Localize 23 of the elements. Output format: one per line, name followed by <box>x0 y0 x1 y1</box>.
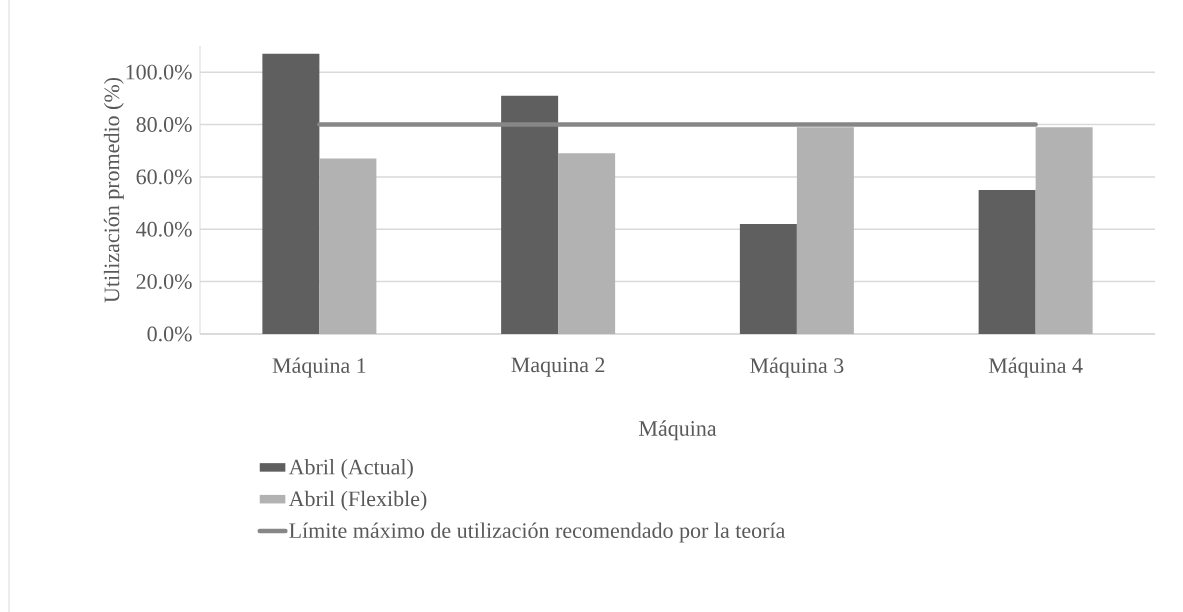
y-axis-title: Utilización promedio (%) <box>103 77 124 303</box>
bar <box>262 53 320 334</box>
y-tick-label: 20.0% <box>136 274 192 290</box>
legend-label: Abril (Actual) <box>288 459 413 479</box>
y-tick-label: 40.0% <box>136 221 192 237</box>
x-tick-label: Máquina 1 <box>272 357 366 378</box>
bar <box>978 189 1036 334</box>
bar <box>558 153 616 334</box>
x-axis-title: Máquina <box>639 420 717 441</box>
y-tick-label: 0.0% <box>147 326 192 342</box>
legend-label: Límite máximo de utilización recomendado por la teoría <box>289 522 786 543</box>
bar <box>319 158 377 334</box>
y-tick-label: 100.0% <box>126 64 192 80</box>
bar <box>739 224 797 334</box>
x-tick-label: Máquina 3 <box>750 357 844 378</box>
x-tick-label: Máquina 4 <box>988 357 1083 378</box>
legend-label: Abril (Flexible) <box>288 490 427 511</box>
x-tick-label: Maquina 2 <box>511 357 605 377</box>
bar <box>501 95 559 334</box>
bar <box>796 127 854 334</box>
bar <box>1035 127 1093 334</box>
y-tick-label: 80.0% <box>136 117 192 133</box>
y-tick-label: 60.0% <box>136 169 192 185</box>
